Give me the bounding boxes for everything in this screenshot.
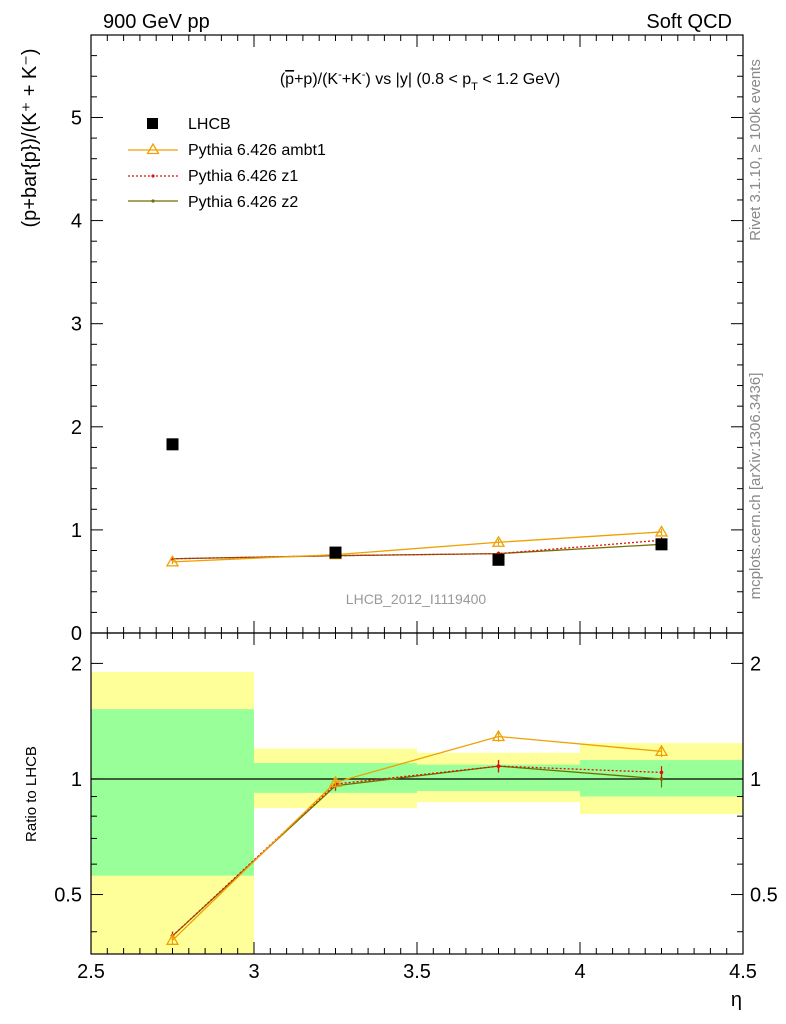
legend-lhcb-marker xyxy=(147,118,158,129)
ratio-bands xyxy=(91,671,743,954)
band-inner-bin xyxy=(91,709,254,876)
bottom-y-tick-label-right: 1 xyxy=(750,769,761,791)
rivet-label: Rivet 3.1.10, ≥ 100k events xyxy=(747,59,764,241)
top-y-tick-label: 5 xyxy=(71,107,82,129)
bottom-ylabel: Ratio to LHCB xyxy=(23,746,40,842)
bottom-y-tick-label-right: 2 xyxy=(750,653,761,675)
legend-ambt1-marker xyxy=(146,142,160,155)
legend-z2-label: Pythia 6.426 z2 xyxy=(188,194,298,211)
top-y-tick-label: 2 xyxy=(71,417,82,439)
ratio-z1-line xyxy=(172,765,662,937)
top-y-tick-label: 1 xyxy=(71,520,82,542)
x-tick-label: 4.5 xyxy=(729,961,757,983)
top-series xyxy=(165,438,669,567)
top-ylabel: (p+bar{p})/(K⁺ + K⁻) xyxy=(19,49,41,228)
top-ambt1-point xyxy=(165,555,180,567)
ratio-ambt1-point xyxy=(165,933,180,945)
ratio-ambt1-point xyxy=(328,775,343,787)
top-z2-line xyxy=(172,543,662,560)
lhcb-data-point xyxy=(492,553,505,566)
legend-ambt1-label: Pythia 6.426 ambt1 xyxy=(188,142,326,159)
x-tick-label: 3 xyxy=(248,961,259,983)
bottom-y-tick-label: 2 xyxy=(71,653,82,675)
header-left: 900 GeV pp xyxy=(103,11,210,33)
x-tick-label: 3.5 xyxy=(403,961,431,983)
plot-title: (p+p)/(K-+K-) vs |y| (0.8 < pT < 1.2 GeV… xyxy=(280,69,560,93)
ratio-z1-point xyxy=(659,770,664,775)
lhcb-data-point xyxy=(655,538,668,551)
x-tick-label: 4 xyxy=(574,961,585,983)
bottom-y-tick-label: 1 xyxy=(71,769,82,791)
lhcb-data-point xyxy=(166,438,179,451)
ratio-ambt1-point xyxy=(654,744,669,757)
header-right: Soft QCD xyxy=(646,11,732,33)
legend: LHCB Pythia 6.426 ambt1 Pythia 6.426 z1 … xyxy=(128,116,326,211)
axes: 2.5 3 3.5 4 4.5 η 0 1 2 3 4 5 0.5 0.5 1 1 2 2 xyxy=(54,34,778,1011)
ratio-ambt1-point xyxy=(491,729,506,742)
top-ambt1-point xyxy=(654,525,669,537)
x-axis-label: η xyxy=(731,989,742,1011)
lhcb-data-point xyxy=(329,546,342,559)
top-y-tick-label: 0 xyxy=(71,623,82,645)
ratio-ambt1-line xyxy=(172,735,662,941)
mcplots-label: mcplots.cern.ch [arXiv:1306.3436] xyxy=(747,373,764,600)
x-tick-label: 2.5 xyxy=(77,961,105,983)
top-ambt1-point xyxy=(491,535,506,547)
top-y-tick-label: 3 xyxy=(71,314,82,336)
watermark: LHCB_2012_I1119400 xyxy=(346,591,487,607)
ratio-z1-point xyxy=(496,764,501,768)
legend-z1-marker xyxy=(151,174,155,178)
legend-z2-marker xyxy=(151,199,155,203)
top-z1-line xyxy=(172,539,662,560)
bottom-y-tick-label-right: 0.5 xyxy=(750,885,778,907)
legend-lhcb-label: LHCB xyxy=(188,116,231,133)
top-y-tick-label: 4 xyxy=(71,211,82,233)
bottom-y-tick-label: 0.5 xyxy=(54,885,82,907)
top-ambt1-line xyxy=(172,531,662,563)
ratio-series xyxy=(91,729,743,945)
legend-z1-label: Pythia 6.426 z1 xyxy=(188,168,298,185)
